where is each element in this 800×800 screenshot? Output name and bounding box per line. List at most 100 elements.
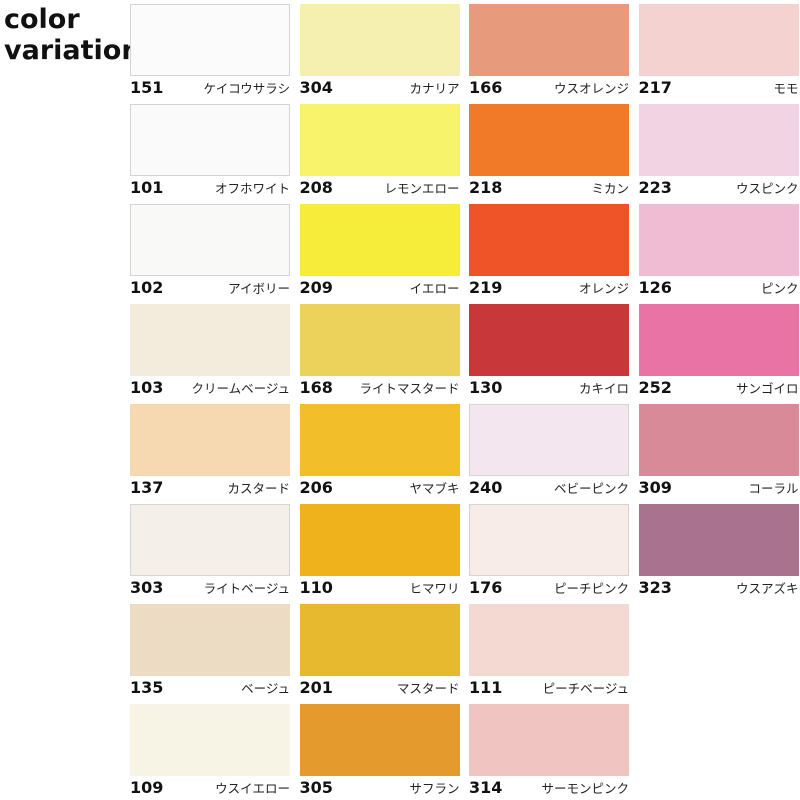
color-swatch-item: 305 サフラン — [299, 704, 460, 797]
swatch-label: 151 ケイコウサラシ — [130, 79, 290, 97]
color-code: 223 — [638, 178, 672, 197]
color-swatch-item: 209 イエロー — [299, 204, 460, 297]
color-swatch-grid: 151 ケイコウサラシ 304 カナリア 166 ウスオレンジ 217 モモ 101 オフホワイト… — [130, 4, 799, 797]
color-name: ヤマブキ — [409, 481, 460, 496]
swatch-label: 201 マスタード — [300, 679, 460, 697]
color-swatch-item: 309 コーラル — [638, 404, 799, 497]
color-name: マスタード — [396, 681, 460, 696]
color-swatch — [130, 704, 290, 776]
color-swatch-item: 303 ライトベージュ — [130, 504, 290, 597]
color-code: 137 — [130, 478, 164, 497]
swatch-label: 305 サフラン — [300, 779, 460, 797]
color-swatch — [299, 104, 460, 176]
color-name: アイボリー — [228, 281, 290, 296]
page-title: color variation — [4, 4, 141, 66]
color-swatch-item: 103 クリームベージュ — [130, 304, 290, 397]
color-name: カキイロ — [578, 381, 629, 396]
color-code: 130 — [469, 378, 503, 397]
color-code: 168 — [299, 378, 333, 397]
swatch-label: 176 ピーチピンク — [469, 579, 629, 597]
color-name: ライトベージュ — [203, 581, 290, 596]
color-code: 314 — [469, 778, 503, 797]
swatch-label: 168 ライトマスタード — [300, 379, 460, 397]
color-swatch — [469, 704, 629, 776]
swatch-label: 101 オフホワイト — [130, 179, 290, 197]
color-swatch — [130, 304, 290, 376]
color-name: コーラル — [748, 481, 799, 496]
color-swatch — [638, 4, 799, 76]
swatch-label: 206 ヤマブキ — [300, 479, 460, 497]
color-name: ピーチベージュ — [542, 681, 629, 696]
color-swatch-item: 111 ピーチベージュ — [469, 604, 629, 697]
color-code: 101 — [130, 178, 164, 197]
color-code: 309 — [638, 478, 672, 497]
color-code: 305 — [299, 778, 333, 797]
color-code: 206 — [299, 478, 333, 497]
color-swatch — [469, 404, 629, 476]
color-code: 208 — [299, 178, 333, 197]
color-code: 176 — [469, 578, 503, 597]
color-swatch — [469, 604, 629, 676]
color-swatch-item: 151 ケイコウサラシ — [130, 4, 290, 97]
color-code: 218 — [469, 178, 503, 197]
color-code: 109 — [130, 778, 164, 797]
swatch-label: 110 ヒマワリ — [300, 579, 460, 597]
color-name: ベビーピンク — [553, 481, 629, 496]
color-name: サンゴイロ — [735, 381, 799, 396]
swatch-label: 102 アイボリー — [130, 279, 290, 297]
swatch-label: 303 ライトベージュ — [130, 579, 290, 597]
swatch-label: 218 ミカン — [469, 179, 629, 197]
empty-cell — [639, 704, 799, 794]
swatch-label: 219 オレンジ — [469, 279, 629, 297]
color-swatch — [638, 504, 799, 576]
color-name: オレンジ — [578, 281, 629, 296]
color-swatch — [130, 104, 290, 176]
color-swatch — [638, 404, 799, 476]
color-swatch — [638, 104, 799, 176]
color-swatch — [299, 304, 460, 376]
color-swatch-item: 168 ライトマスタード — [299, 304, 460, 397]
swatch-label: 166 ウスオレンジ — [469, 79, 629, 97]
color-swatch-item: 176 ピーチピンク — [469, 504, 629, 597]
swatch-label: 109 ウスイエロー — [130, 779, 290, 797]
color-name: ケイコウサラシ — [203, 81, 290, 96]
color-code: 111 — [469, 678, 503, 697]
color-swatch-item: 323 ウスアズキ — [638, 504, 799, 597]
color-swatch-item: 223 ウスピンク — [638, 104, 799, 197]
color-name: クリームベージュ — [191, 381, 290, 396]
color-swatch-item: 109 ウスイエロー — [130, 704, 290, 797]
color-name: ピーチピンク — [553, 581, 629, 596]
color-name: ウスオレンジ — [553, 81, 629, 96]
color-swatch-item: 137 カスタード — [130, 404, 290, 497]
color-swatch-item: 126 ピンク — [638, 204, 799, 297]
swatch-label: 126 ピンク — [639, 279, 799, 297]
color-code: 217 — [638, 78, 672, 97]
color-name: イエロー — [409, 281, 460, 296]
color-swatch-item: 206 ヤマブキ — [299, 404, 460, 497]
color-code: 240 — [469, 478, 503, 497]
color-name: オフホワイト — [214, 181, 290, 196]
color-name: カナリア — [409, 81, 460, 96]
color-swatch — [299, 704, 460, 776]
color-swatch-item: 201 マスタード — [299, 604, 460, 697]
color-name: カスタード — [227, 481, 290, 496]
color-name: ピンク — [760, 281, 799, 296]
color-swatch — [469, 204, 629, 276]
color-swatch — [130, 4, 290, 76]
color-swatch — [130, 204, 290, 276]
swatch-label: 252 サンゴイロ — [639, 379, 799, 397]
color-swatch — [299, 604, 460, 676]
color-code: 323 — [638, 578, 672, 597]
swatch-label: 135 ベージュ — [130, 679, 290, 697]
color-swatch-item: 218 ミカン — [469, 104, 629, 197]
color-name: レモンエロー — [384, 181, 460, 196]
swatch-label: 217 モモ — [639, 79, 799, 97]
swatch-label: 323 ウスアズキ — [639, 579, 799, 597]
color-swatch — [299, 504, 460, 576]
color-code: 103 — [130, 378, 164, 397]
color-swatch-item: 166 ウスオレンジ — [469, 4, 629, 97]
color-swatch-item: 110 ヒマワリ — [299, 504, 460, 597]
color-swatch — [469, 4, 629, 76]
color-code: 135 — [130, 678, 164, 697]
color-swatch — [638, 204, 799, 276]
